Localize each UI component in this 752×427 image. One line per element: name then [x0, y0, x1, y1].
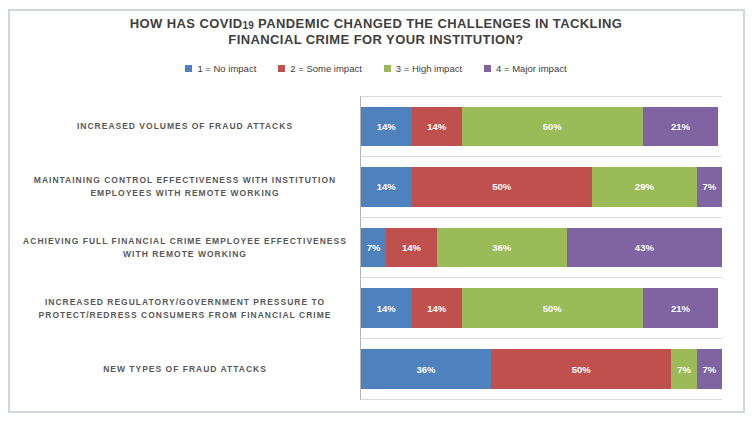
- bar-segment-value-label: 14%: [427, 303, 446, 314]
- bar-segment-value-label: 14%: [377, 303, 396, 314]
- legend-item: 4 = Major impact: [484, 63, 567, 74]
- bar-segment-value-label: 7%: [677, 364, 691, 375]
- legend-item: 1 = No impact: [185, 63, 256, 74]
- bar-segment: 14%: [361, 288, 412, 328]
- legend-item-label: 1 = No impact: [197, 63, 256, 74]
- bar-segment-value-label: 36%: [416, 364, 435, 375]
- bar-segment: 43%: [567, 228, 722, 268]
- category-label: INCREASED VOLUMES OF FRAUD ATTACKS: [10, 96, 360, 157]
- bar-segment-value-label: 14%: [402, 242, 421, 253]
- stacked-bar: 14% 14% 50% 21%: [361, 107, 722, 146]
- bar-segment-value-label: 50%: [492, 181, 511, 192]
- title-part-pre: HOW HAS COVID: [130, 16, 243, 31]
- bar-track: 7% 14% 36% 43%: [360, 218, 722, 279]
- bar-segment: 50%: [491, 349, 672, 389]
- plot-area: INCREASED VOLUMES OF FRAUD ATTACKS14%14%…: [10, 96, 730, 400]
- bar-segment-value-label: 36%: [492, 242, 511, 253]
- category-label: MAINTAINING CONTROL EFFECTIVENESS WITH I…: [10, 157, 360, 218]
- bar-segment: 14%: [361, 167, 412, 207]
- bar-segment-value-label: 14%: [377, 181, 396, 192]
- bar-segment: 14%: [412, 288, 463, 328]
- bar-track: 14% 50% 29% 7%: [360, 157, 722, 218]
- bar-segment: 7%: [671, 349, 696, 389]
- bar-track: 14% 14% 50% 21%: [360, 278, 722, 339]
- category-row: INCREASED VOLUMES OF FRAUD ATTACKS14%14%…: [10, 96, 730, 157]
- bar-segment: 50%: [462, 107, 643, 146]
- legend-item-label: 2 = Some impact: [290, 63, 362, 74]
- bar-segment: 50%: [462, 288, 643, 328]
- bar-track: 14% 14% 50% 21%: [360, 96, 722, 157]
- legend-marker-icon: [185, 65, 192, 72]
- bar-track: 36% 50% 7% 7%: [360, 339, 722, 400]
- legend-item: 3 = High impact: [384, 63, 462, 74]
- bar-segment: 14%: [361, 107, 412, 146]
- bar-segment-value-label: 21%: [671, 303, 690, 314]
- legend-item-label: 4 = Major impact: [496, 63, 567, 74]
- bar-segment-value-label: 14%: [427, 121, 446, 132]
- bar-segment: 14%: [386, 228, 437, 268]
- stacked-bar: 14% 50% 29% 7%: [361, 167, 722, 207]
- bar-segment-value-label: 7%: [702, 181, 716, 192]
- category-label: ACHIEVING FULL FINANCIAL CRIME EMPLOYEE …: [10, 218, 360, 279]
- category-label: NEW TYPES OF FRAUD ATTACKS: [10, 339, 360, 400]
- bar-segment: 36%: [437, 228, 567, 268]
- bar-segment: 29%: [592, 167, 697, 207]
- bar-segment-value-label: 14%: [377, 121, 396, 132]
- category-row: NEW TYPES OF FRAUD ATTACKS 36% 50% 7% 7%: [10, 339, 730, 400]
- title-part-post: PANDEMIC CHANGED THE CHALLENGES IN TACKL…: [228, 16, 622, 47]
- bar-segment: 21%: [643, 288, 719, 328]
- bar-segment: 7%: [361, 228, 386, 268]
- legend-marker-icon: [384, 65, 391, 72]
- legend-item: 2 = Some impact: [278, 63, 362, 74]
- chart-legend: 1 = No impact 2 = Some impact 3 = High imp…: [0, 63, 752, 74]
- bar-segment-value-label: 29%: [635, 181, 654, 192]
- bar-segment-value-label: 50%: [543, 303, 562, 314]
- legend-item-label: 3 = High impact: [396, 63, 462, 74]
- stacked-bar: 36% 50% 7% 7%: [361, 349, 722, 389]
- legend-marker-icon: [278, 65, 285, 72]
- category-row: INCREASED REGULATORY/GOVERNMENT PRESSURE…: [10, 278, 730, 339]
- category-row: MAINTAINING CONTROL EFFECTIVENESS WITH I…: [10, 157, 730, 218]
- bar-segment: 7%: [697, 349, 722, 389]
- stacked-bar: 7% 14% 36% 43%: [361, 228, 722, 268]
- chart-title-text: HOW HAS COVID19 PANDEMIC CHANGED THE CHA…: [126, 16, 626, 49]
- bar-segment: 7%: [697, 167, 722, 207]
- bar-segment: 36%: [361, 349, 491, 389]
- bar-segment: 21%: [643, 107, 719, 146]
- bar-segment-value-label: 43%: [635, 242, 654, 253]
- bar-segment-value-label: 7%: [367, 242, 381, 253]
- stacked-bar: 14% 14% 50% 21%: [361, 288, 722, 328]
- legend-marker-icon: [484, 65, 491, 72]
- category-label: INCREASED REGULATORY/GOVERNMENT PRESSURE…: [10, 278, 360, 339]
- bar-segment: 14%: [412, 107, 463, 146]
- category-row: ACHIEVING FULL FINANCIAL CRIME EMPLOYEE …: [10, 218, 730, 279]
- title-part-covid-number: 19: [243, 20, 255, 31]
- chart-title: HOW HAS COVID19 PANDEMIC CHANGED THE CHA…: [0, 16, 752, 49]
- bar-segment-value-label: 50%: [572, 364, 591, 375]
- bar-segment-value-label: 50%: [543, 121, 562, 132]
- bar-segment-value-label: 21%: [671, 121, 690, 132]
- bar-segment: 50%: [412, 167, 593, 207]
- bar-segment-value-label: 7%: [702, 364, 716, 375]
